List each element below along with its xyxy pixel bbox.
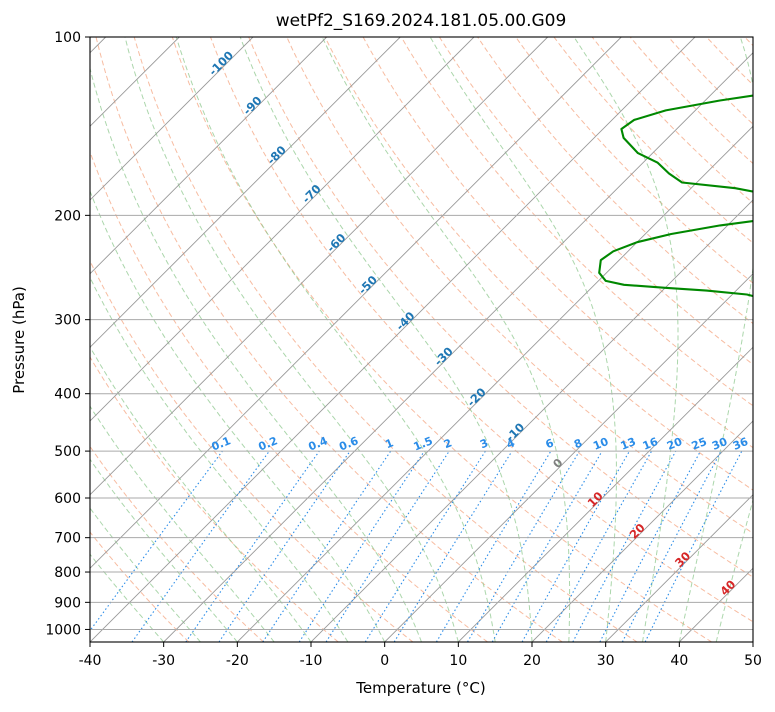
x-tick-label: 10 [449,653,467,669]
x-tick-label: 40 [670,653,688,669]
y-tick-label: 500 [54,444,81,460]
y-axis-label: Pressure (hPa) [10,286,28,394]
y-tick-label: 800 [54,565,81,581]
y-tick-label: 700 [54,531,81,547]
y-tick-label: 100 [54,30,81,46]
x-tick-label: 30 [597,653,615,669]
x-tick-label: -20 [226,653,249,669]
x-tick-label: 20 [523,653,541,669]
y-tick-label: 200 [54,208,81,224]
y-tick-label: 400 [54,387,81,403]
y-tick-label: 1000 [45,622,81,638]
x-axis-label: Temperature (°C) [355,679,485,697]
y-tick-label: 600 [54,491,81,507]
y-tick-label: 300 [54,313,81,329]
x-tick-label: -10 [300,653,323,669]
x-tick-label: 0 [380,653,389,669]
chart-title: wetPf2_S169.2024.181.05.00.G09 [276,11,567,31]
x-tick-label: -40 [79,653,102,669]
x-tick-label: -30 [152,653,175,669]
y-tick-label: 900 [54,595,81,611]
x-tick-label: 50 [744,653,762,669]
